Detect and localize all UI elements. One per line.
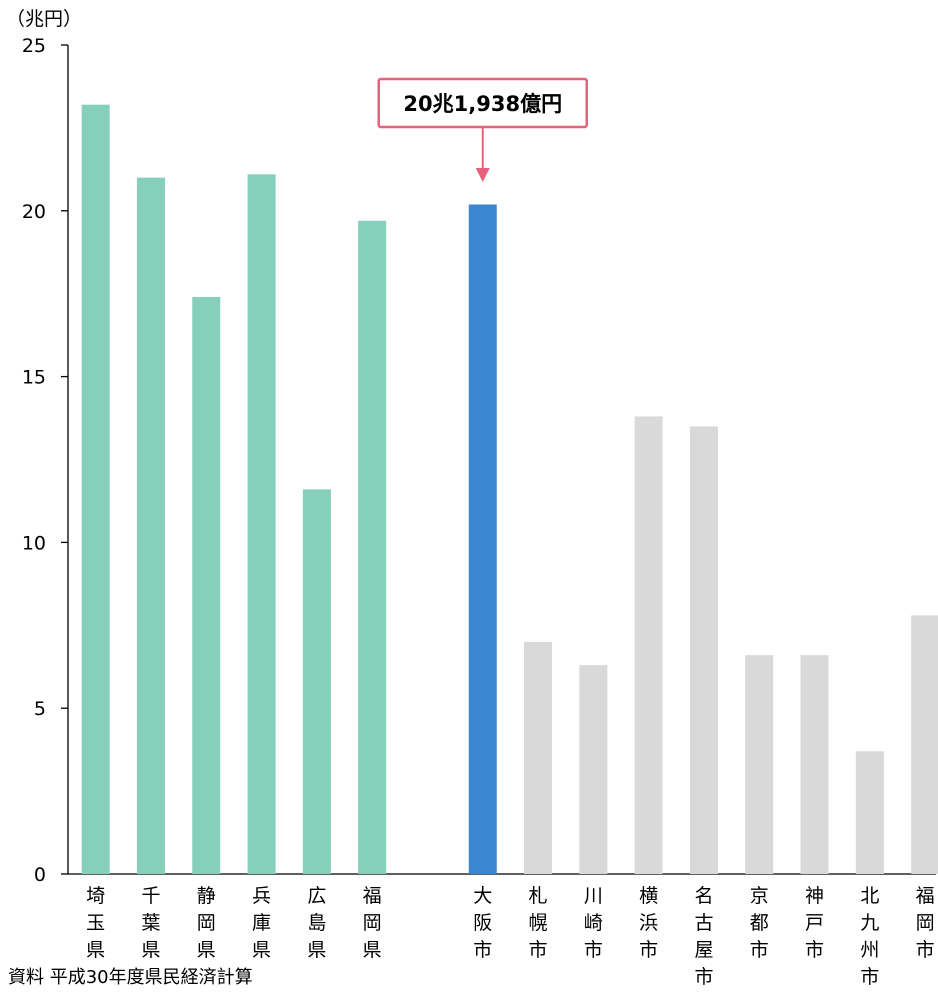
x-tick-label: 神戸市 xyxy=(805,885,824,961)
bar xyxy=(358,220,387,875)
bar xyxy=(81,104,110,875)
y-tick-label: 15 xyxy=(22,367,46,389)
x-tick-label: 京都市 xyxy=(750,885,769,961)
source-note: 資料 平成30年度県民経済計算 xyxy=(8,967,253,988)
y-tick-label: 5 xyxy=(34,698,46,720)
bar xyxy=(689,426,718,874)
annotation-text: 20兆1,938億円 xyxy=(403,92,562,116)
y-tick-label: 25 xyxy=(22,35,46,57)
x-tick-label: 川崎市 xyxy=(584,885,603,961)
bar xyxy=(634,416,663,874)
x-tick-label: 静岡県 xyxy=(197,885,216,961)
y-tick-label: 10 xyxy=(22,532,46,554)
bar xyxy=(136,177,165,874)
x-tick-label: 福岡市 xyxy=(916,885,935,961)
bar xyxy=(192,297,221,874)
bar xyxy=(468,204,497,874)
y-tick-label: 0 xyxy=(34,864,46,886)
y-axis-unit-label: （兆円） xyxy=(6,8,83,30)
x-tick-label: 名古屋市 xyxy=(694,885,713,988)
bar xyxy=(855,751,884,874)
x-tick-label: 札幌市 xyxy=(529,885,548,961)
x-tick-label: 兵庫県 xyxy=(252,885,271,961)
x-tick-label: 福岡県 xyxy=(363,885,382,961)
x-tick-label: 横浜市 xyxy=(639,885,658,961)
x-tick-label: 広島県 xyxy=(307,885,326,961)
x-tick-label: 北九州市 xyxy=(860,885,879,988)
y-tick-label: 20 xyxy=(22,201,46,223)
x-tick-label: 埼玉県 xyxy=(86,885,105,961)
x-tick-label: 千葉県 xyxy=(141,885,160,961)
bar xyxy=(745,655,774,874)
bar xyxy=(800,655,829,874)
bar xyxy=(302,489,331,874)
annotation-arrow-head xyxy=(475,168,490,182)
x-tick-label: 大阪市 xyxy=(473,885,492,961)
bar xyxy=(247,174,276,875)
bar xyxy=(524,641,553,874)
bar xyxy=(911,615,938,874)
bar xyxy=(579,665,608,874)
